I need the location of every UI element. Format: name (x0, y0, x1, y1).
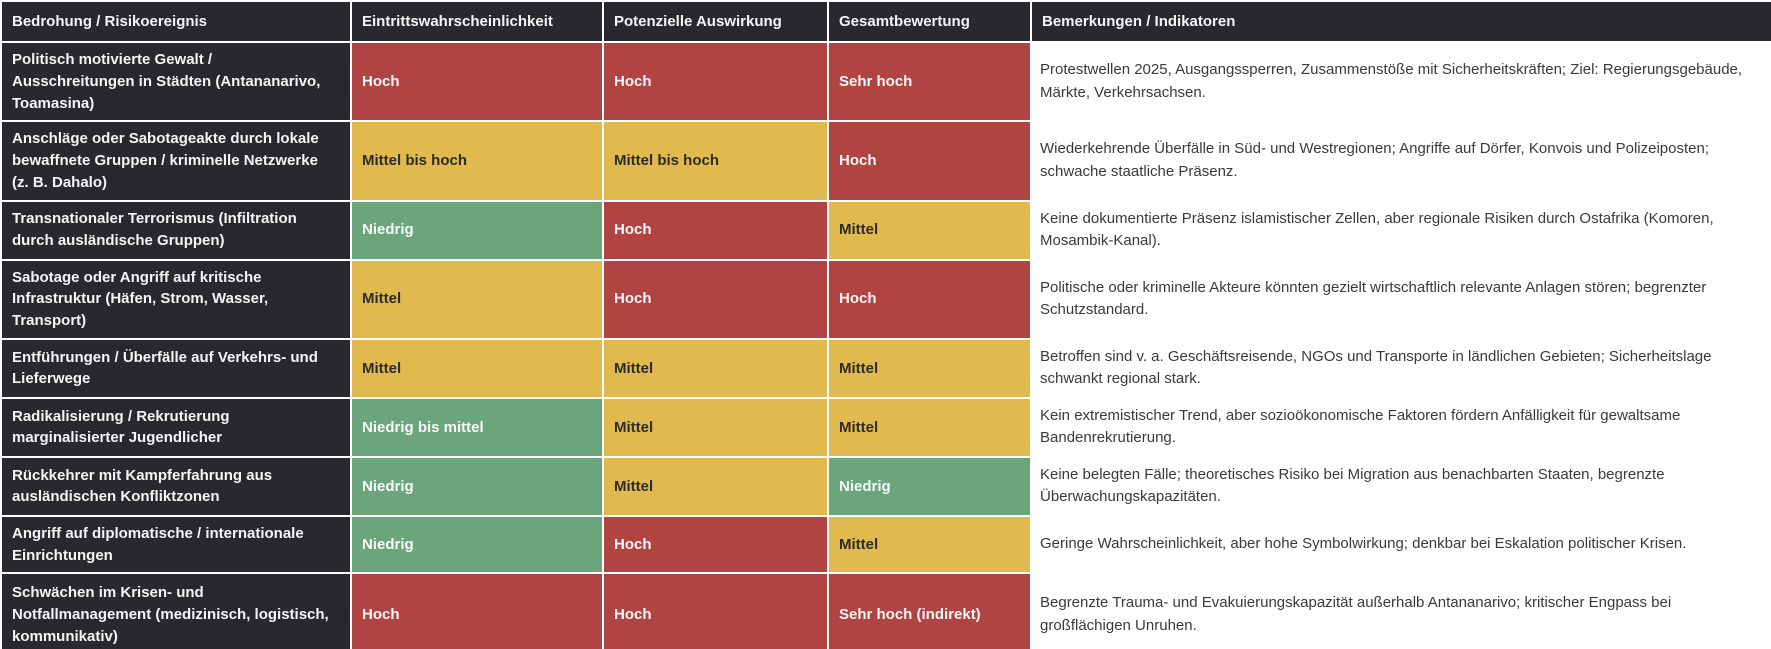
remarks-cell: Protestwellen 2025, Ausgangssperren, Zus… (1030, 40, 1771, 123)
threat-cell: Radikalisierung / Rekrutierung marginali… (0, 396, 352, 458)
overall-cell: Hoch (827, 120, 1032, 202)
header-row: Bedrohung / Risikoereignis Eintrittswahr… (0, 0, 1771, 43)
threat-cell: Schwächen im Krisen- und Notfallmanageme… (0, 572, 352, 649)
likelihood-cell: Hoch (350, 572, 604, 649)
table-row: Schwächen im Krisen- und Notfallmanageme… (0, 572, 1771, 649)
impact-cell: Mittel (602, 455, 829, 517)
impact-cell: Hoch (602, 40, 829, 123)
col-header-overall: Gesamtbewertung (827, 0, 1032, 43)
col-header-likelihood: Eintrittswahrscheinlichkeit (350, 0, 604, 43)
table-row: Politisch motivierte Gewalt / Ausschreit… (0, 40, 1771, 123)
threat-cell: Rückkehrer mit Kampferfahrung aus auslän… (0, 455, 352, 517)
impact-cell: Hoch (602, 572, 829, 649)
threat-cell: Transnationaler Terrorismus (Infiltratio… (0, 199, 352, 261)
table-header: Bedrohung / Risikoereignis Eintrittswahr… (0, 0, 1771, 43)
remarks-cell: Betroffen sind v. a. Geschäftsreisende, … (1030, 337, 1771, 399)
likelihood-cell: Niedrig (350, 514, 604, 575)
overall-cell: Sehr hoch (indirekt) (827, 572, 1032, 649)
overall-cell: Mittel (827, 199, 1032, 261)
impact-cell: Mittel (602, 337, 829, 399)
threat-cell: Angriff auf diplomatische / internationa… (0, 514, 352, 575)
impact-cell: Hoch (602, 514, 829, 575)
impact-cell: Hoch (602, 199, 829, 261)
likelihood-cell: Niedrig (350, 455, 604, 517)
remarks-cell: Kein extremistischer Trend, aber sozioök… (1030, 396, 1771, 458)
table-row: Angriff auf diplomatische / internationa… (0, 514, 1771, 575)
impact-cell: Hoch (602, 258, 829, 340)
table-row: Transnationaler Terrorismus (Infiltratio… (0, 199, 1771, 261)
overall-cell: Hoch (827, 258, 1032, 340)
likelihood-cell: Niedrig bis mittel (350, 396, 604, 458)
threat-cell: Sabotage oder Angriff auf kritische Infr… (0, 258, 352, 340)
threat-cell: Politisch motivierte Gewalt / Ausschreit… (0, 40, 352, 123)
likelihood-cell: Hoch (350, 40, 604, 123)
overall-cell: Niedrig (827, 455, 1032, 517)
remarks-cell: Begrenzte Trauma- und Evakuierungskapazi… (1030, 572, 1771, 649)
likelihood-cell: Mittel bis hoch (350, 120, 604, 202)
overall-cell: Mittel (827, 396, 1032, 458)
likelihood-cell: Niedrig (350, 199, 604, 261)
overall-cell: Mittel (827, 337, 1032, 399)
overall-cell: Mittel (827, 514, 1032, 575)
col-header-threat: Bedrohung / Risikoereignis (0, 0, 352, 43)
remarks-cell: Keine dokumentierte Präsenz islamistisch… (1030, 199, 1771, 261)
table-row: Entführungen / Überfälle auf Verkehrs- u… (0, 337, 1771, 399)
table-row: Rückkehrer mit Kampferfahrung aus auslän… (0, 455, 1771, 517)
table-row: Anschläge oder Sabotageakte durch lokale… (0, 120, 1771, 202)
col-header-impact: Potenzielle Auswirkung (602, 0, 829, 43)
table-body: Politisch motivierte Gewalt / Ausschreit… (0, 40, 1771, 649)
remarks-cell: Keine belegten Fälle; theoretisches Risi… (1030, 455, 1771, 517)
col-header-remarks: Bemerkungen / Indikatoren (1030, 0, 1771, 43)
threat-cell: Entführungen / Überfälle auf Verkehrs- u… (0, 337, 352, 399)
remarks-cell: Wiederkehrende Überfälle in Süd- und Wes… (1030, 120, 1771, 202)
impact-cell: Mittel (602, 396, 829, 458)
overall-cell: Sehr hoch (827, 40, 1032, 123)
threat-cell: Anschläge oder Sabotageakte durch lokale… (0, 120, 352, 202)
table-row: Sabotage oder Angriff auf kritische Infr… (0, 258, 1771, 340)
table-row: Radikalisierung / Rekrutierung marginali… (0, 396, 1771, 458)
likelihood-cell: Mittel (350, 258, 604, 340)
remarks-cell: Politische oder kriminelle Akteure könnt… (1030, 258, 1771, 340)
likelihood-cell: Mittel (350, 337, 604, 399)
remarks-cell: Geringe Wahrscheinlichkeit, aber hohe Sy… (1030, 514, 1771, 575)
impact-cell: Mittel bis hoch (602, 120, 829, 202)
